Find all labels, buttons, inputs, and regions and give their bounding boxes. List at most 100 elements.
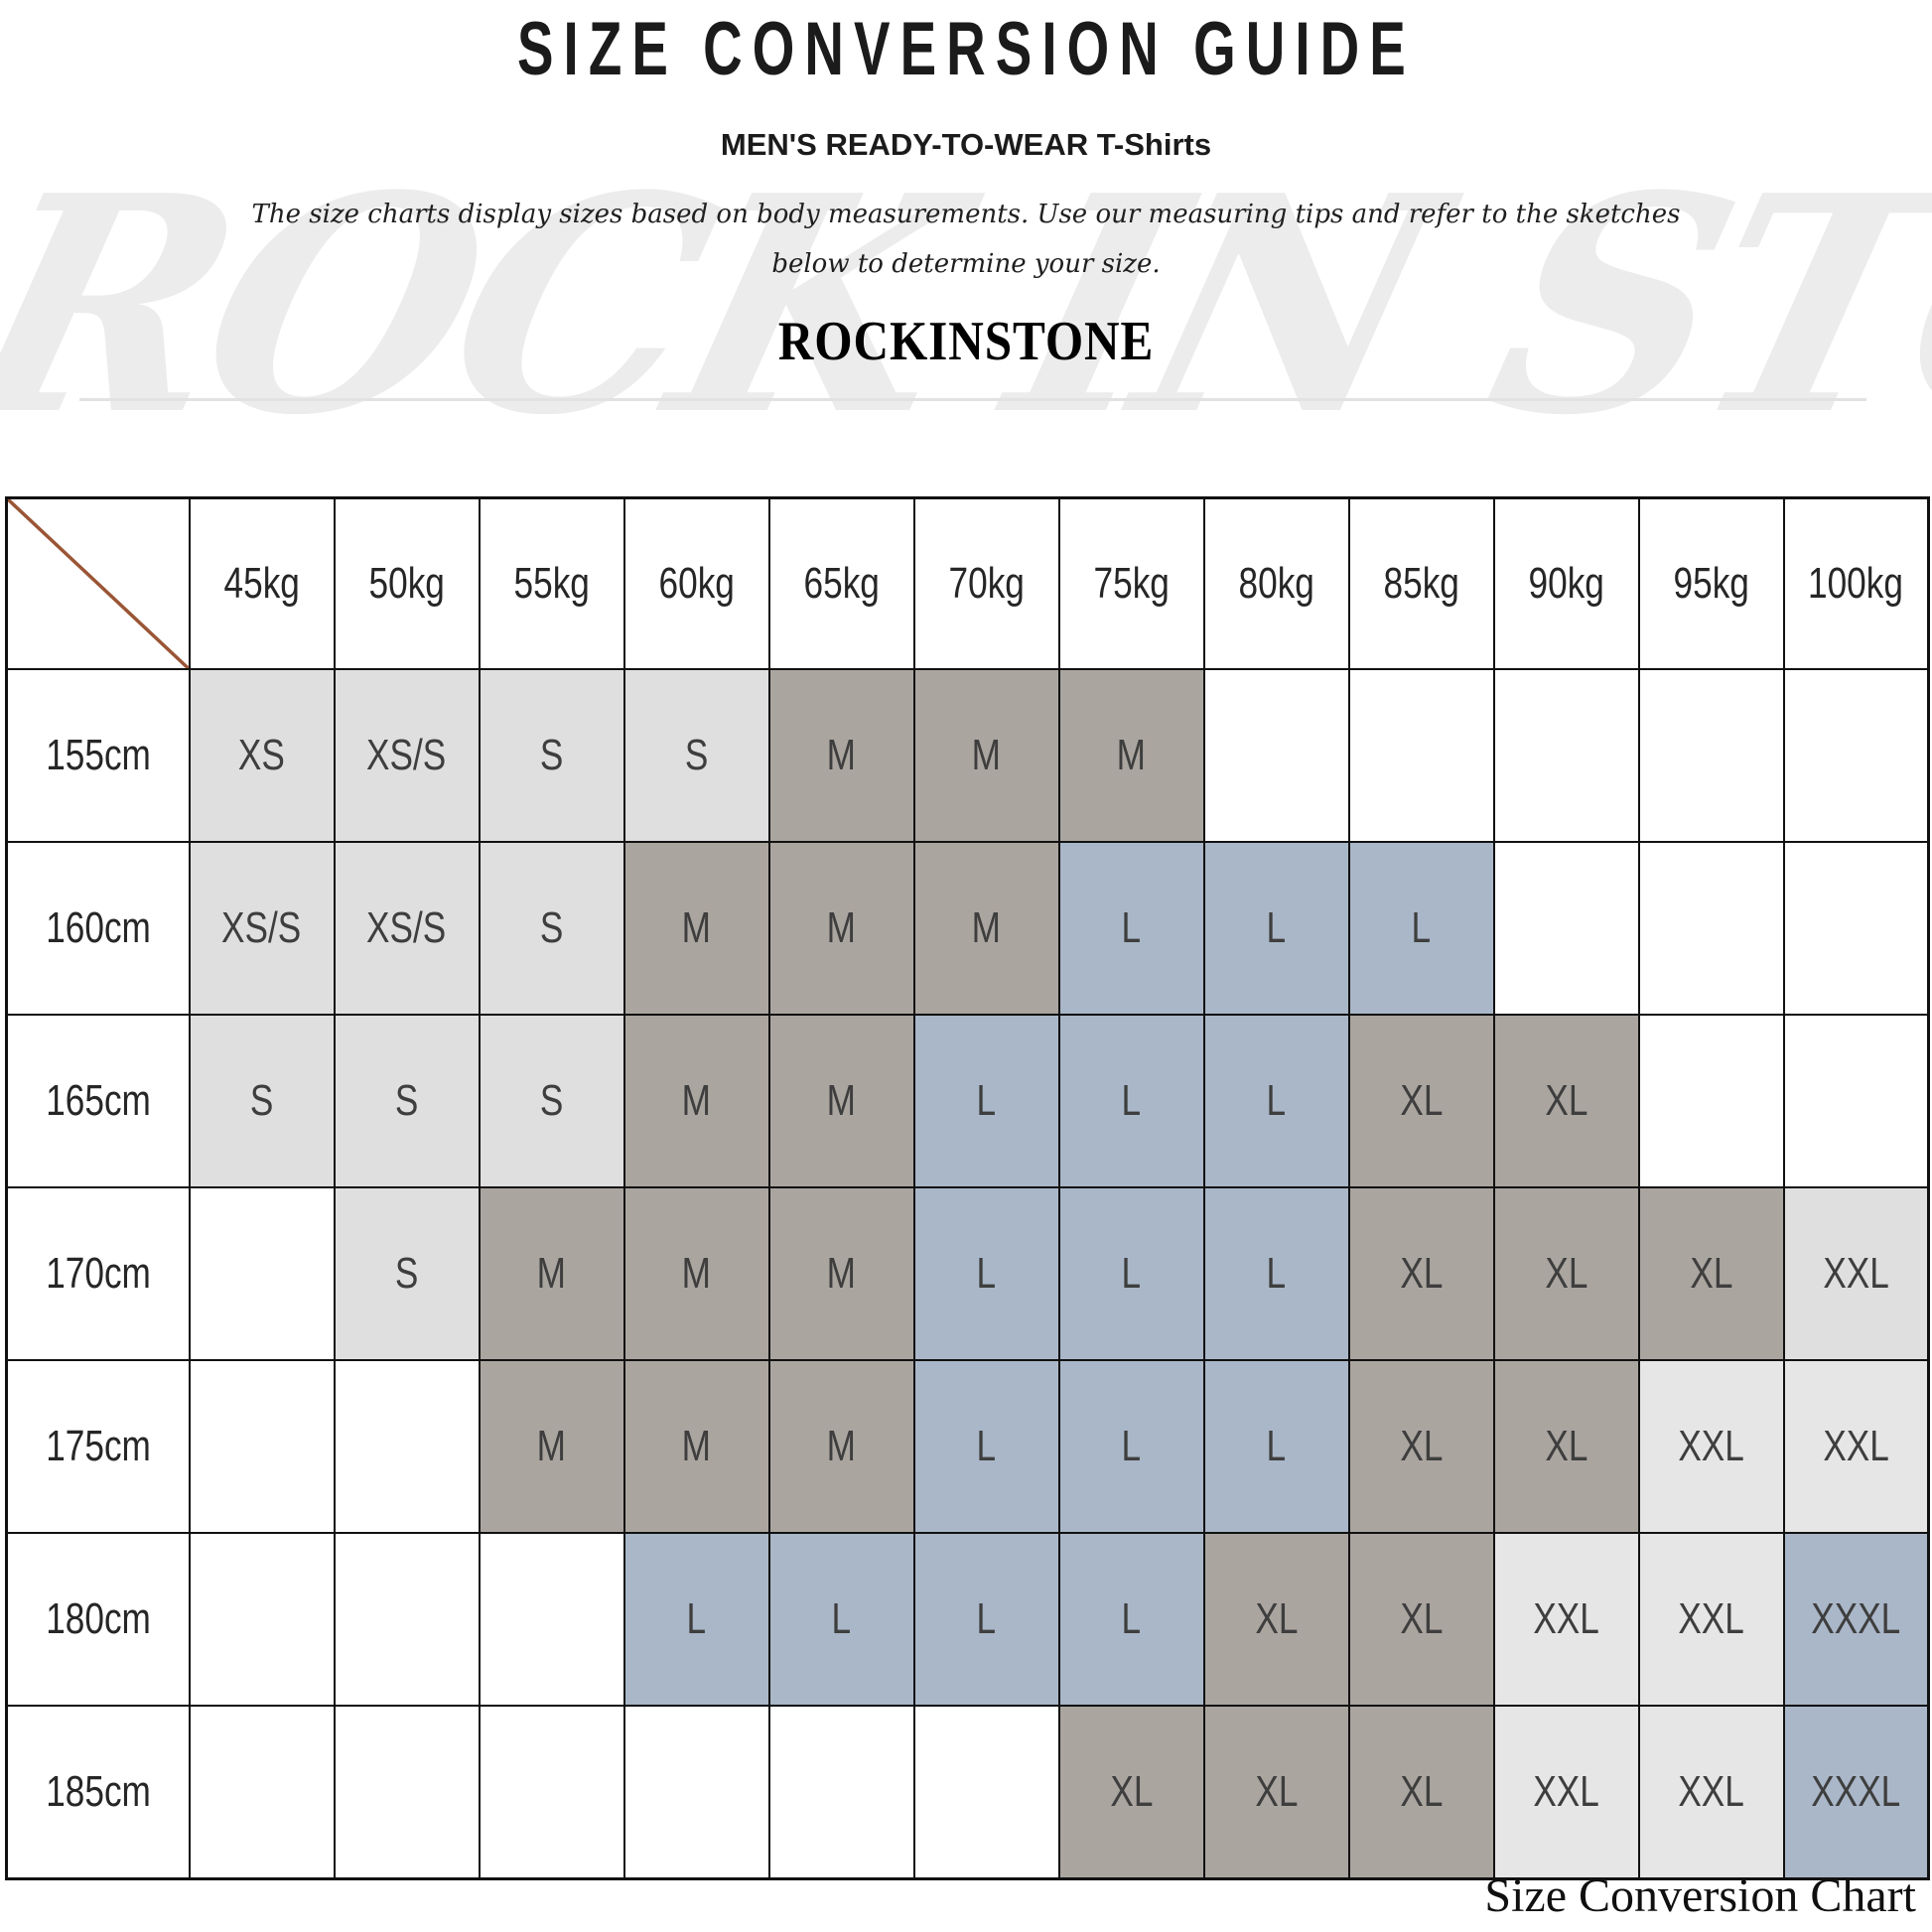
size-cell: XL (1492, 1186, 1640, 1361)
size-cell: S (333, 1186, 481, 1361)
size-value: L (831, 1594, 852, 1643)
height-label: 180cm (45, 1594, 151, 1643)
size-cell: L (912, 1359, 1060, 1534)
size-value: L (1266, 1422, 1287, 1470)
size-cell: M (912, 841, 1060, 1016)
size-cell: XS/S (333, 841, 481, 1016)
size-cell: S (478, 668, 625, 843)
size-table-head-row: 45kg 50kg 55kg 60kg 65kg 70kg 75kg 80kg 85kg 90kg… (5, 496, 1930, 670)
size-value: XXL (1678, 1594, 1744, 1643)
size-value: XXL (1533, 1767, 1599, 1816)
size-cell (188, 1186, 336, 1361)
weight-header-cell: 50kg (333, 496, 481, 670)
size-value: XL (1399, 1422, 1444, 1470)
size-table-body: 155cm XS XS/S S S M M M 160cm XS/S XS/S S M M M L L L 165c… (5, 668, 1930, 1880)
size-value: L (1121, 1594, 1142, 1643)
size-cell: S (478, 841, 625, 1016)
size-cell (1347, 668, 1495, 843)
weight-header-cell: 55kg (478, 496, 625, 670)
size-value: XL (1399, 1767, 1444, 1816)
size-cell (333, 1359, 481, 1534)
height-row: 175cm M M M L L L XL XL XXL XXL (5, 1359, 1930, 1534)
height-label-cell: 180cm (5, 1532, 191, 1707)
size-cell (478, 1532, 625, 1707)
size-cell (333, 1705, 481, 1880)
size-cell: XXL (1782, 1186, 1930, 1361)
size-cell: L (767, 1532, 915, 1707)
size-cell: L (912, 1532, 1060, 1707)
height-label: 185cm (45, 1767, 151, 1816)
size-cell: M (622, 1186, 770, 1361)
weight-header-cell: 95kg (1637, 496, 1785, 670)
size-cell (1637, 841, 1785, 1016)
size-cell (188, 1532, 336, 1707)
size-value: S (539, 1076, 564, 1125)
height-label-cell: 165cm (5, 1014, 191, 1188)
size-cell: L (1057, 1532, 1205, 1707)
diagonal-line-icon (8, 499, 188, 668)
weight-header-label: 95kg (1673, 559, 1749, 608)
size-value: S (394, 1076, 419, 1125)
size-cell (188, 1705, 336, 1880)
size-cell: XL (1637, 1186, 1785, 1361)
size-value: XL (1399, 1076, 1444, 1125)
watermark-underline (79, 398, 1866, 401)
size-cell: S (333, 1014, 481, 1188)
size-cell: M (622, 841, 770, 1016)
weight-header-cell: 80kg (1202, 496, 1350, 670)
size-value: M (1116, 731, 1147, 779)
size-cell: L (1202, 1359, 1350, 1534)
size-cell: XL (1492, 1359, 1640, 1534)
size-value: M (971, 731, 1002, 779)
size-cell: M (1057, 668, 1205, 843)
weight-header-cell: 65kg (767, 496, 915, 670)
size-cell (1492, 668, 1640, 843)
size-cell: XXXL (1782, 1705, 1930, 1880)
size-cell (1782, 1014, 1930, 1188)
brand-name-text: ROCKINSTONE (777, 311, 1155, 372)
size-cell: L (1202, 1186, 1350, 1361)
size-value: XS (238, 731, 285, 779)
size-cell: XL (1347, 1359, 1495, 1534)
size-cell: XXL (1782, 1359, 1930, 1534)
size-cell: L (1347, 841, 1495, 1016)
weight-header-cell: 45kg (188, 496, 336, 670)
size-value: M (826, 1249, 857, 1298)
weight-header-cell: 60kg (622, 496, 770, 670)
size-value: S (684, 731, 709, 779)
weight-header-label: 100kg (1808, 559, 1904, 608)
size-value: XL (1109, 1767, 1154, 1816)
weight-header-label: 90kg (1528, 559, 1604, 608)
size-value: XXL (1678, 1767, 1744, 1816)
size-value: L (1121, 903, 1142, 952)
height-label-cell: 160cm (5, 841, 191, 1016)
size-cell: S (478, 1014, 625, 1188)
size-value: M (826, 731, 857, 779)
size-cell: XL (1347, 1186, 1495, 1361)
size-cell: L (1202, 841, 1350, 1016)
height-label-cell: 185cm (5, 1705, 191, 1880)
size-cell: L (1057, 1014, 1205, 1188)
size-value: L (1266, 1249, 1287, 1298)
size-cell (333, 1532, 481, 1707)
size-cell: XXL (1637, 1359, 1785, 1534)
size-value: S (539, 903, 564, 952)
size-cell: M (767, 1186, 915, 1361)
size-value: S (539, 731, 564, 779)
size-value: XXL (1822, 1422, 1889, 1470)
size-cell: L (1057, 841, 1205, 1016)
size-value: L (686, 1594, 707, 1643)
size-cell: M (767, 668, 915, 843)
weight-header-cell: 100kg (1782, 496, 1930, 670)
size-cell: M (622, 1359, 770, 1534)
size-value: L (976, 1249, 997, 1298)
size-value: M (536, 1422, 567, 1470)
height-row: 185cm XL XL XL XXL XXL XXXL (5, 1705, 1930, 1880)
size-value: L (1266, 1076, 1287, 1125)
weight-header-label: 45kg (223, 559, 300, 608)
weight-header-label: 50kg (368, 559, 445, 608)
size-value: M (826, 1076, 857, 1125)
size-cell (1202, 668, 1350, 843)
size-value: M (681, 903, 712, 952)
size-cell: M (622, 1014, 770, 1188)
